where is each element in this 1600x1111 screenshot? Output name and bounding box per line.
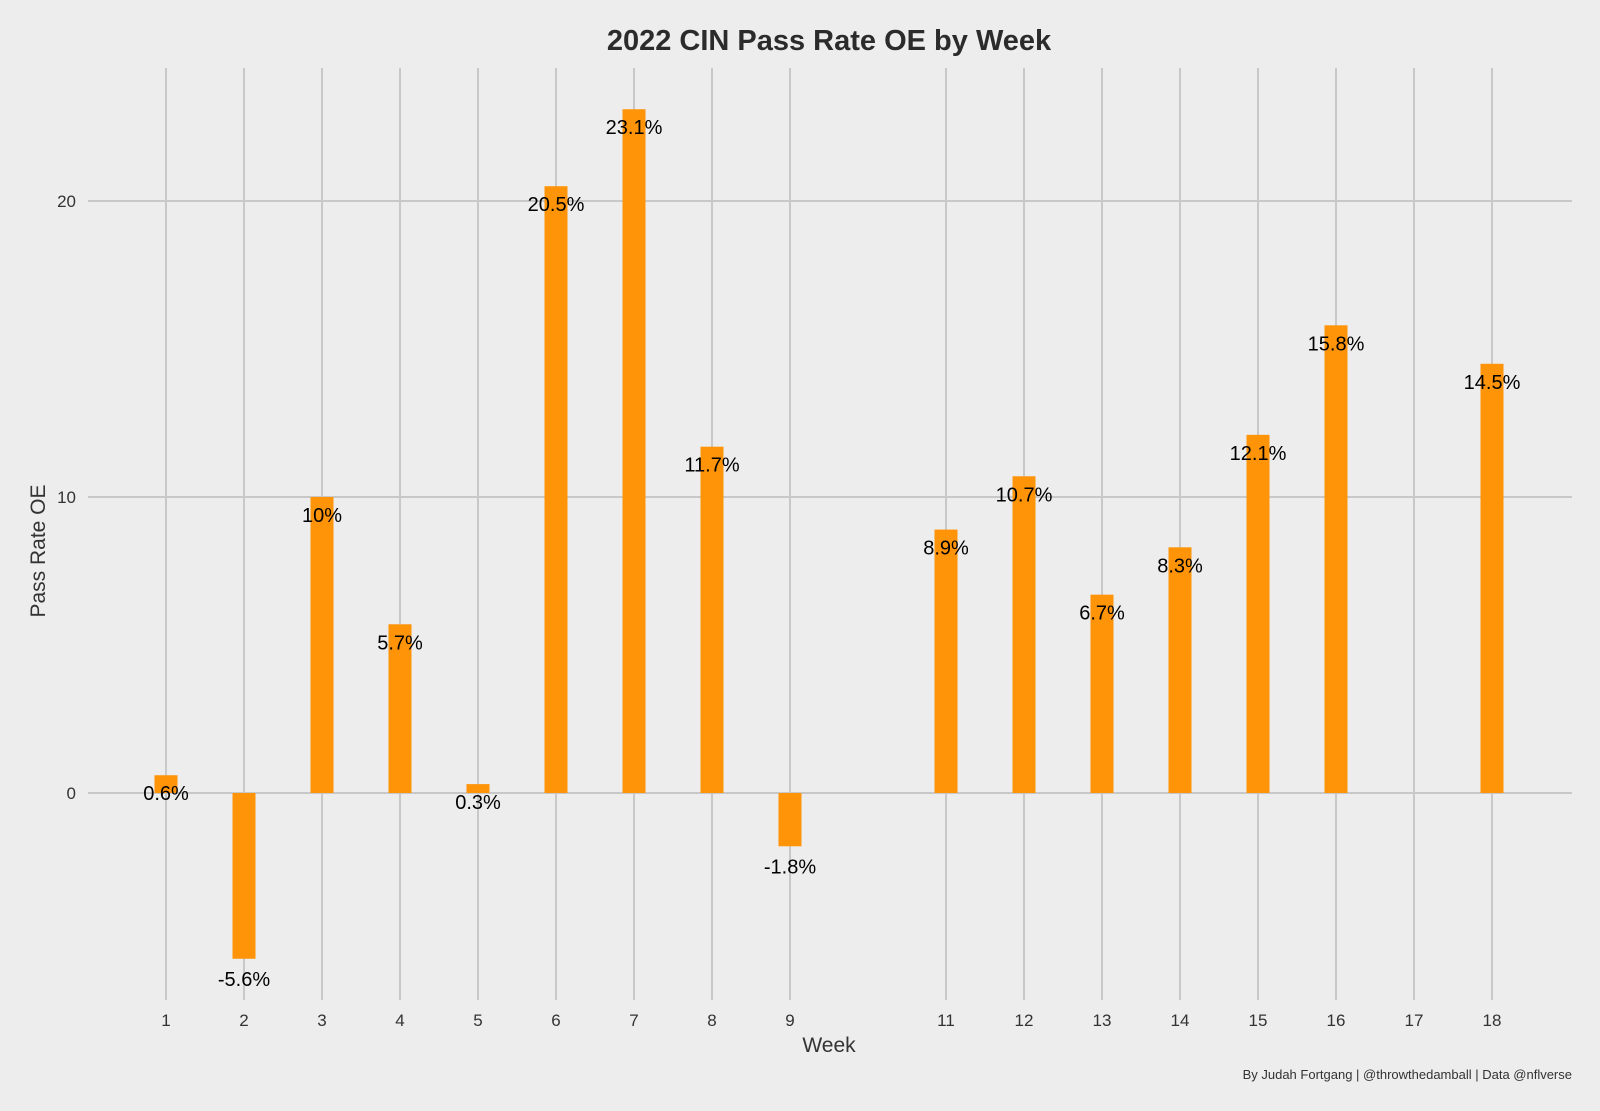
x-tick-label: 8 [707,1011,716,1030]
bar-week-2 [232,793,256,959]
bar-week-13 [1090,594,1114,793]
bar-week-9 [778,793,802,847]
x-axis-title: Week [802,1034,856,1057]
data-label-week-1: 0.6% [143,783,189,805]
bar-week-11 [934,529,958,793]
data-label-week-12: 10.7% [996,484,1053,506]
x-tick-label: 11 [937,1011,955,1030]
chart-title: 2022 CIN Pass Rate OE by Week [607,25,1052,57]
bar-week-15 [1246,434,1270,793]
x-tick-label: 16 [1327,1011,1346,1030]
y-tick-label: 0 [67,784,76,803]
y-tick-labels: 0 10 20 [57,192,76,803]
x-tick-label: 9 [785,1011,794,1030]
x-tick-label: 1 [161,1011,170,1030]
bar-week-3 [310,497,334,793]
bar-week-14 [1168,547,1192,793]
bar-week-1 [154,775,178,793]
x-tick-label: 3 [317,1011,326,1030]
x-tick-label: 15 [1249,1011,1268,1030]
bar-week-12 [1012,476,1036,793]
x-tick-label: 2 [239,1011,248,1030]
bars [154,109,1504,959]
x-tick-labels: 1 2 3 4 5 6 7 8 9 11 12 13 14 15 16 17 18 [161,1011,1501,1030]
bar-week-6 [544,186,568,793]
data-label-week-16: 15.8% [1308,333,1365,355]
data-label-week-2: -5.6% [218,969,270,991]
data-label-week-15: 12.1% [1230,443,1287,465]
x-tick-label: 7 [629,1011,638,1030]
y-tick-label: 20 [57,192,76,211]
bar-week-8 [700,446,724,793]
data-label-week-8: 11.7% [684,455,739,477]
y-axis-title: Pass Rate OE [27,484,50,617]
data-label-week-5: 0.3% [455,792,501,814]
x-tick-label: 6 [551,1011,560,1030]
data-label-week-18: 14.5% [1464,372,1521,394]
x-tick-label: 14 [1171,1011,1190,1030]
data-label-week-7: 23.1% [606,117,663,139]
x-tick-label: 5 [473,1011,482,1030]
data-label-week-6: 20.5% [528,194,585,216]
chart-caption: By Judah Fortgang | @throwthedamball | D… [1243,1067,1572,1082]
bar-week-4 [388,624,412,793]
x-tick-label: 17 [1405,1011,1424,1030]
bar-week-16 [1324,325,1348,793]
data-label-week-11: 8.9% [923,538,969,560]
bar-week-7 [622,109,646,794]
data-labels: 0.6% -5.6% 10% 5.7% 0.3% 20.5% 23.1% 11.7% -1.8%… [143,117,1520,991]
x-tick-label: 12 [1015,1011,1034,1030]
data-label-week-3: 10% [302,505,342,527]
data-label-week-9: -1.8% [764,856,816,878]
data-label-week-14: 8.3% [1157,555,1203,577]
bar-week-5 [466,784,490,793]
data-label-week-4: 5.7% [377,632,423,654]
data-label-week-13: 6.7% [1079,603,1125,625]
x-tick-label: 18 [1483,1011,1502,1030]
x-tick-label: 13 [1093,1011,1112,1030]
y-tick-label: 10 [57,488,76,507]
bar-week-18 [1480,363,1504,793]
x-tick-label: 4 [395,1011,404,1030]
